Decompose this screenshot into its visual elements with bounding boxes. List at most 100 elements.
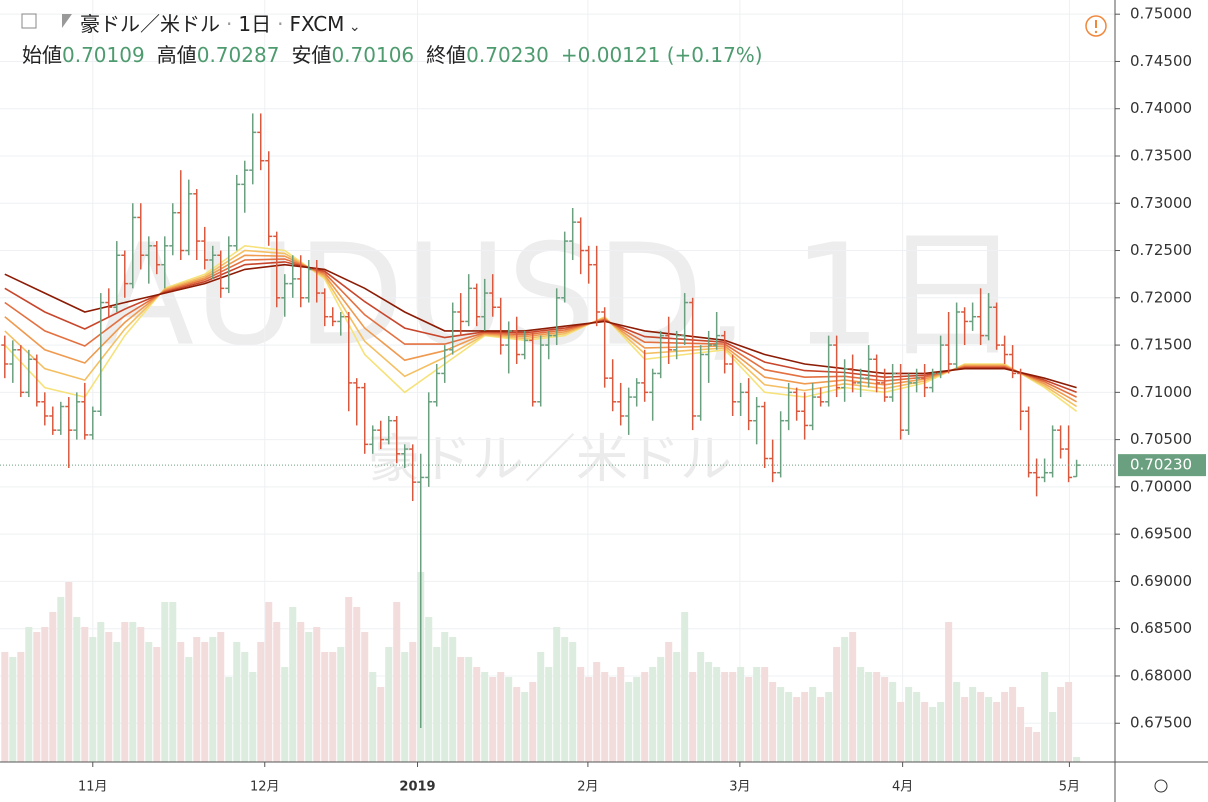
volume-bar — [857, 667, 865, 762]
volume-bar — [25, 627, 33, 762]
source[interactable]: FXCM — [289, 12, 345, 36]
volume-bar — [281, 667, 289, 762]
volume-bar — [65, 582, 73, 762]
volume-bar — [633, 677, 641, 762]
volume-bar — [393, 602, 401, 762]
volume-bar — [361, 632, 369, 762]
volume-bar — [873, 672, 881, 762]
header: 豪ドル／米ドル · 1日 · FXCM ⌄ 始値0.70109 高値0.70287 安値0.… — [22, 10, 775, 69]
volume-bar — [561, 637, 569, 762]
volume-bar — [1025, 727, 1033, 762]
volume-bar — [961, 697, 969, 762]
y-tick-label: 0.70000 — [1130, 477, 1192, 495]
volume-bar — [41, 627, 49, 762]
moving-average-line — [4, 254, 1077, 403]
watermark: AUDUSD, 1日 — [98, 215, 1021, 378]
legend-label: 終値 — [426, 43, 467, 67]
volume-bar — [49, 612, 57, 762]
watermark-subtitle: 豪ドル／米ドル — [368, 430, 732, 490]
x-tick-label: 11月 — [78, 780, 108, 795]
volume-bar — [257, 642, 265, 762]
moving-average-line — [4, 263, 1077, 389]
volume-bar — [137, 627, 145, 762]
volume-bar — [673, 652, 681, 762]
volume-bar — [457, 657, 465, 762]
last-price-label: 0.70230 — [1130, 456, 1192, 474]
volume-bar — [1, 652, 9, 762]
volume-bar — [785, 692, 793, 762]
interval[interactable]: 1日 — [238, 12, 272, 36]
volume-bar — [297, 622, 305, 762]
legend-value: 0.70109 — [62, 43, 145, 67]
legend-label: 始値 — [22, 43, 62, 67]
volume-bar — [545, 667, 553, 762]
volume-bar — [737, 667, 745, 762]
settings-icon[interactable] — [1154, 779, 1168, 793]
volume-bar — [169, 602, 177, 762]
volume-bar — [833, 647, 841, 762]
y-tick-label: 0.74500 — [1130, 52, 1192, 70]
volume-bar — [337, 647, 345, 762]
volume-bar — [425, 617, 433, 762]
y-tick-label: 0.72500 — [1130, 241, 1192, 259]
moving-average-line — [4, 261, 1077, 394]
legend-value: 0.70287 — [196, 43, 280, 67]
last-price-box — [1118, 454, 1206, 477]
volume-bar — [345, 597, 353, 762]
volume-bar — [817, 697, 825, 762]
y-tick-label: 0.74000 — [1130, 99, 1192, 117]
volume-bar — [1001, 692, 1009, 762]
volume-bar — [713, 667, 721, 762]
volume-bar — [521, 692, 529, 762]
volume-bar — [481, 672, 489, 762]
volume-bar — [769, 682, 777, 762]
volume-bar — [753, 667, 761, 762]
volume-bar — [377, 687, 385, 762]
volume-bar — [809, 687, 817, 762]
volume-bar — [105, 632, 113, 762]
volume-bar — [1049, 712, 1057, 762]
volume-bar — [1033, 732, 1041, 762]
volume-bar — [649, 667, 657, 762]
symbol[interactable]: 豪ドル／米ドル — [80, 12, 220, 36]
volume-bar — [761, 667, 769, 762]
volume-bar — [665, 642, 673, 762]
volume-bar — [385, 647, 393, 762]
volume-bar — [617, 667, 625, 762]
volume-bar — [313, 627, 321, 762]
volume-bar — [929, 707, 937, 762]
volume-bar — [993, 702, 1001, 762]
volume-bar — [161, 602, 169, 762]
alert-icon[interactable] — [1085, 15, 1107, 37]
x-tick-label: 2月 — [577, 780, 598, 795]
legend-label: 高値 — [156, 43, 197, 67]
y-tick-label: 0.69000 — [1130, 572, 1192, 590]
compare-icon[interactable] — [21, 13, 37, 29]
volume-bar — [841, 637, 849, 762]
volume-bar — [609, 677, 617, 762]
y-tick-label: 0.75000 — [1130, 5, 1192, 23]
volume-bar — [977, 692, 985, 762]
volume-bar — [465, 657, 473, 762]
volume-bar — [577, 667, 585, 762]
x-tick-label: 3月 — [729, 780, 750, 795]
volume-bar — [921, 702, 929, 762]
volume-bar — [937, 702, 945, 762]
volume-bar — [273, 622, 281, 762]
volume-bar — [745, 677, 753, 762]
volume-bar — [409, 642, 417, 762]
legend-change: +0.00121 (+0.17%) — [560, 43, 763, 67]
volume-bar — [433, 647, 441, 762]
volume-bar — [689, 672, 697, 762]
volume-bar — [721, 672, 729, 762]
volume-bar — [225, 677, 233, 762]
volume-bar — [241, 652, 249, 762]
volume-bar — [177, 642, 185, 762]
volume-bar — [729, 672, 737, 762]
y-tick-label: 0.68500 — [1130, 619, 1192, 637]
legend-value: 0.70230 — [466, 43, 549, 67]
y-tick-label: 0.69500 — [1130, 525, 1192, 543]
volume-bar — [897, 702, 905, 762]
